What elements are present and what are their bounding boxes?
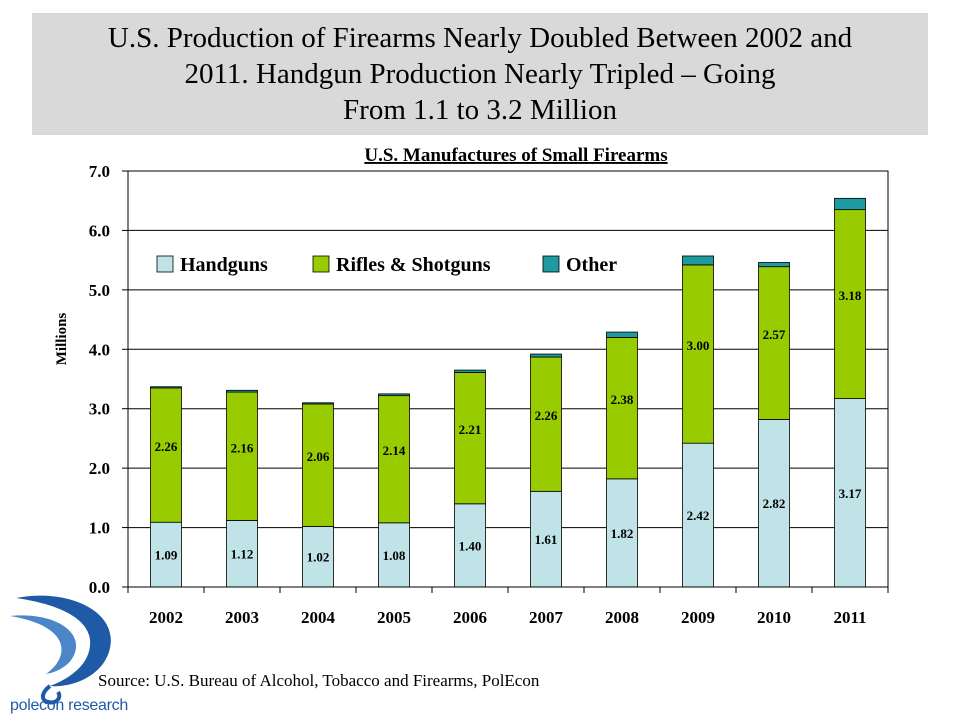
bar-segment-rifles-shotguns-2005 xyxy=(378,395,410,524)
legend-swatch-other xyxy=(542,255,560,273)
data-label: 1.82 xyxy=(611,526,634,541)
x-tick-label: 2006 xyxy=(453,608,487,627)
bar-segment-handguns-2006 xyxy=(454,503,486,588)
data-label: 2.06 xyxy=(307,449,330,464)
bar-segment-rifles-shotguns-2007 xyxy=(530,356,562,492)
bar-segment-rifles-shotguns-2009 xyxy=(682,264,714,444)
slide-title-line-1: U.S. Production of Firearms Nearly Doubl… xyxy=(107,22,853,54)
legend-label: Handguns xyxy=(180,254,268,276)
data-label: 2.82 xyxy=(763,496,786,511)
bar-segment-rifles-shotguns-2008 xyxy=(606,336,638,480)
bar-segment-other-2006 xyxy=(454,369,486,373)
bar-segment-rifles-shotguns-2011 xyxy=(834,209,866,400)
y-tick-label: 7.0 xyxy=(89,162,110,181)
y-tick-label: 6.0 xyxy=(89,221,110,240)
x-tick-label: 2003 xyxy=(225,608,259,627)
bar-segment-other-2010 xyxy=(758,262,790,268)
x-tick-label: 2008 xyxy=(605,608,639,627)
data-label: 1.08 xyxy=(383,548,406,563)
data-label: 3.18 xyxy=(839,288,862,303)
x-tick-label: 2009 xyxy=(681,608,715,627)
slide-title-line-3: From 1.1 to 3.2 Million xyxy=(343,94,617,126)
bar-segment-other-2005 xyxy=(378,393,410,397)
bar-segment-other-2009 xyxy=(682,255,714,266)
data-label: 1.09 xyxy=(155,548,178,563)
data-label: 2.14 xyxy=(383,443,406,458)
bar-segment-rifles-shotguns-2002 xyxy=(150,387,182,523)
bar-segment-other-2003 xyxy=(226,389,258,393)
chart-legend: Handguns Rifles & Shotguns Other xyxy=(145,244,635,282)
data-label: 2.57 xyxy=(763,327,786,342)
y-tick-label: 2.0 xyxy=(89,459,110,478)
slide-title: U.S. Production of Firearms Nearly Doubl… xyxy=(32,13,928,135)
y-tick-label: 3.0 xyxy=(89,400,110,419)
x-tick-label: 2002 xyxy=(149,608,183,627)
chart-title: U.S. Manufactures of Small Firearms xyxy=(364,145,667,166)
bar-segment-other-2002 xyxy=(150,386,182,389)
data-label: 1.40 xyxy=(459,538,482,553)
logo-text: polecon research xyxy=(10,697,128,714)
data-label: 1.02 xyxy=(307,550,330,565)
legend-label: Other xyxy=(566,254,617,276)
axis-layer: 0.0 1.0 2.0 3.0 4.0 5.0 6.0 7.0 2002 2003 2004 2005… xyxy=(89,162,889,627)
legend-swatch-handguns xyxy=(156,255,174,273)
data-label: 1.12 xyxy=(231,547,254,562)
x-tick-label: 2005 xyxy=(377,608,411,627)
bar-segment-other-2004 xyxy=(302,402,334,405)
data-label: 3.17 xyxy=(839,486,862,501)
y-tick-label: 1.0 xyxy=(89,519,110,538)
y-tick-label: 5.0 xyxy=(89,281,110,300)
bar-segment-other-2007 xyxy=(530,353,562,358)
data-label: 3.00 xyxy=(687,338,710,353)
polecon-swirl-logo-icon xyxy=(10,595,111,705)
data-label: 2.26 xyxy=(535,408,558,423)
data-label: 2.26 xyxy=(155,439,178,454)
legend-label: Rifles & Shotguns xyxy=(336,254,491,276)
bar-segment-handguns-2008 xyxy=(606,478,638,588)
slide-title-line-2: 2011. Handgun Production Nearly Tripled … xyxy=(184,58,776,90)
bar-segment-other-2008 xyxy=(606,331,638,338)
bar-segment-rifles-shotguns-2006 xyxy=(454,372,486,505)
x-tick-label: 2010 xyxy=(757,608,791,627)
x-tick-label: 2007 xyxy=(529,608,564,627)
bar-segment-rifles-shotguns-2003 xyxy=(226,391,258,521)
data-label: 2.21 xyxy=(459,422,482,437)
legend-swatch-rifles-shotguns xyxy=(312,255,330,273)
y-tick-label: 0.0 xyxy=(89,578,110,597)
x-tick-label: 2011 xyxy=(833,608,866,627)
x-tick-label: 2004 xyxy=(301,608,336,627)
bar-segment-rifles-shotguns-2004 xyxy=(302,403,334,527)
data-label: 2.16 xyxy=(231,440,254,455)
data-label: 2.42 xyxy=(687,508,710,523)
bar-segment-other-2011 xyxy=(834,197,866,211)
y-axis-label: Millions xyxy=(54,313,70,366)
bar-segment-handguns-2007 xyxy=(530,490,562,588)
bar-segment-handguns-2009 xyxy=(682,442,714,588)
bar-layer: 1.09 2.26 1.12 2.16 1.02 2.06 1.08 2.14 1.40 2.21… xyxy=(150,197,866,588)
data-label: 1.61 xyxy=(535,532,558,547)
source-note: Source: U.S. Bureau of Alcohol, Tobacco … xyxy=(98,671,540,690)
y-tick-label: 4.0 xyxy=(89,340,110,359)
bar-segment-rifles-shotguns-2010 xyxy=(758,266,790,420)
data-label: 2.38 xyxy=(611,392,634,407)
